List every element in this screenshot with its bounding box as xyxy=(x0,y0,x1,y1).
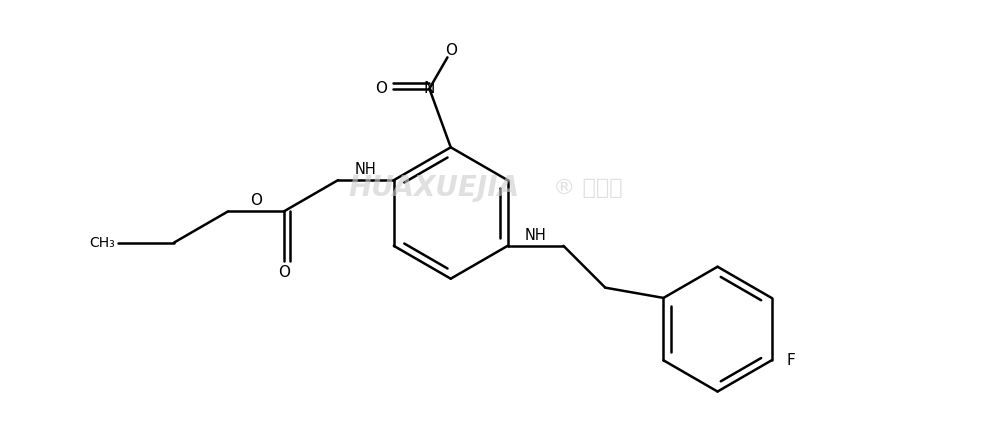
Text: F: F xyxy=(786,353,795,368)
Text: ® 化学加: ® 化学加 xyxy=(553,178,623,198)
Text: CH₃: CH₃ xyxy=(89,236,115,250)
Text: O: O xyxy=(445,43,457,58)
Text: O: O xyxy=(375,81,387,96)
Text: N: N xyxy=(424,81,435,96)
Text: O: O xyxy=(250,193,262,208)
Text: NH: NH xyxy=(355,162,377,177)
Text: HUAXUEJIA: HUAXUEJIA xyxy=(349,174,520,202)
Text: O: O xyxy=(278,265,290,280)
Text: NH: NH xyxy=(525,228,546,243)
